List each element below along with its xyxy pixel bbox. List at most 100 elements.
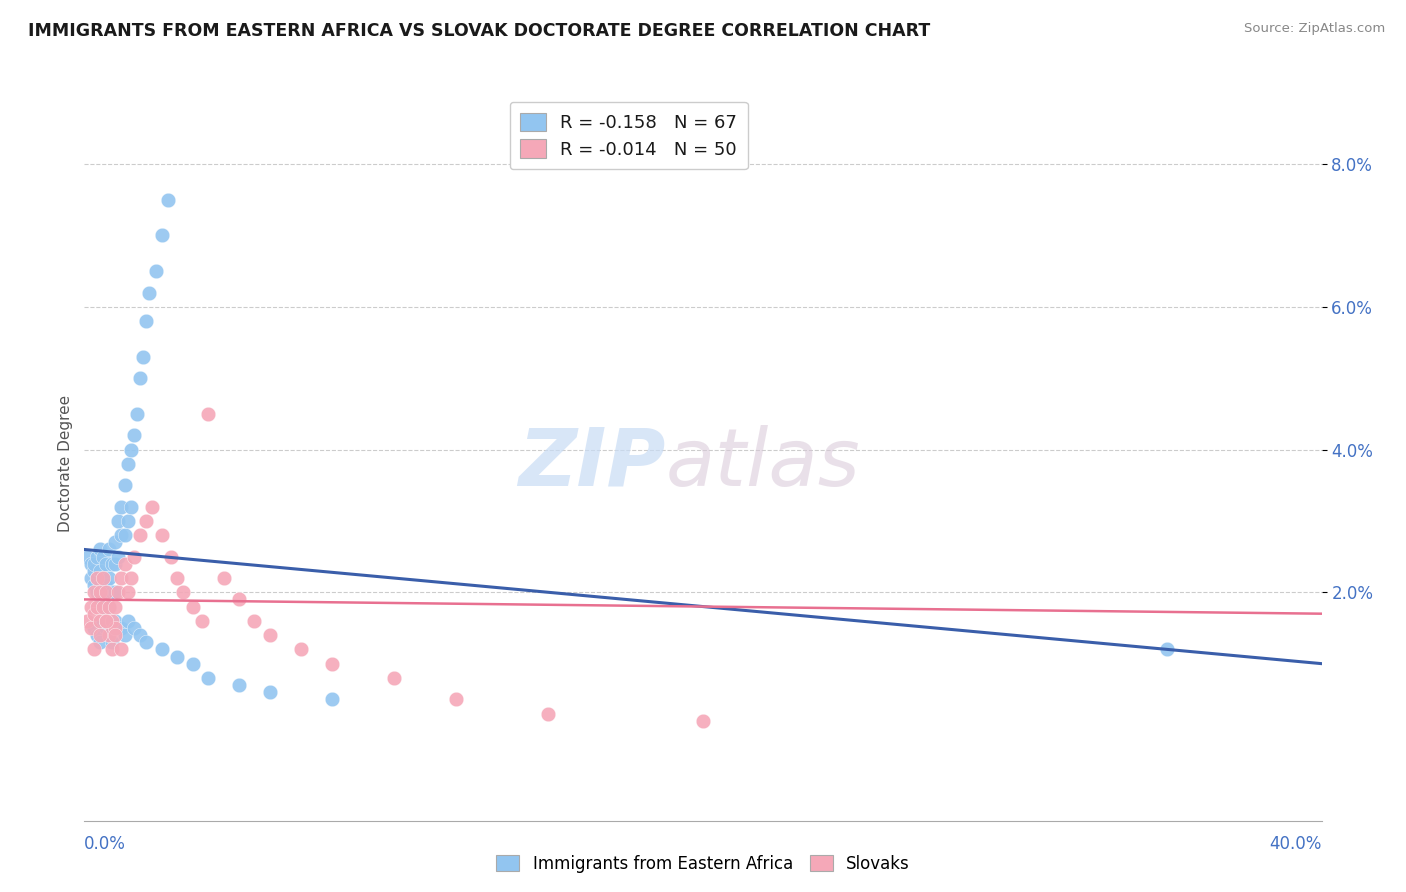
Point — [86, 571, 108, 585]
Point — [117, 614, 139, 628]
Point — [83, 621, 105, 635]
Point — [110, 528, 132, 542]
Point — [101, 635, 124, 649]
Point — [141, 500, 163, 514]
Point — [94, 614, 117, 628]
Point — [91, 614, 114, 628]
Point — [86, 628, 108, 642]
Point — [89, 614, 111, 628]
Point — [150, 528, 173, 542]
Legend: R = -0.158   N = 67, R = -0.014   N = 50: R = -0.158 N = 67, R = -0.014 N = 50 — [509, 102, 748, 169]
Point — [79, 599, 101, 614]
Point — [89, 585, 111, 599]
Point — [129, 528, 152, 542]
Text: atlas: atlas — [666, 425, 860, 503]
Point — [107, 514, 129, 528]
Point — [89, 592, 111, 607]
Point — [537, 706, 560, 721]
Point — [83, 557, 105, 571]
Point — [83, 585, 105, 599]
Point — [104, 614, 127, 628]
Point — [114, 557, 136, 571]
Point — [197, 671, 219, 685]
Point — [382, 671, 405, 685]
Legend: Immigrants from Eastern Africa, Slovaks: Immigrants from Eastern Africa, Slovaks — [489, 848, 917, 880]
Point — [132, 350, 155, 364]
Point — [76, 614, 98, 628]
Text: ZIP: ZIP — [519, 425, 666, 503]
Point — [101, 642, 124, 657]
Point — [117, 457, 139, 471]
Point — [122, 428, 145, 442]
Point — [191, 614, 214, 628]
Point — [104, 628, 127, 642]
Point — [122, 621, 145, 635]
Point — [98, 628, 121, 642]
Text: 0.0%: 0.0% — [84, 835, 127, 853]
Point — [76, 549, 98, 564]
Point — [243, 614, 266, 628]
Point — [114, 628, 136, 642]
Point — [135, 514, 157, 528]
Point — [107, 585, 129, 599]
Text: 40.0%: 40.0% — [1270, 835, 1322, 853]
Point — [135, 635, 157, 649]
Point — [94, 614, 117, 628]
Point — [104, 585, 127, 599]
Point — [160, 549, 183, 564]
Point — [94, 585, 117, 599]
Point — [321, 657, 343, 671]
Point — [129, 371, 152, 385]
Point — [104, 535, 127, 549]
Point — [98, 571, 121, 585]
Text: Source: ZipAtlas.com: Source: ZipAtlas.com — [1244, 22, 1385, 36]
Point — [110, 500, 132, 514]
Point — [86, 599, 108, 614]
Point — [101, 614, 124, 628]
Point — [138, 285, 160, 300]
Point — [86, 549, 108, 564]
Point — [86, 585, 108, 599]
Point — [122, 549, 145, 564]
Point — [91, 571, 114, 585]
Point — [83, 578, 105, 592]
Point — [114, 528, 136, 542]
Point — [228, 592, 250, 607]
Point — [89, 542, 111, 557]
Point — [107, 549, 129, 564]
Point — [91, 571, 114, 585]
Point — [117, 585, 139, 599]
Point — [83, 607, 105, 621]
Point — [166, 649, 188, 664]
Point — [125, 407, 148, 421]
Point — [145, 264, 167, 278]
Point — [135, 314, 157, 328]
Point — [91, 549, 114, 564]
Point — [89, 628, 111, 642]
Point — [110, 571, 132, 585]
Y-axis label: Doctorate Degree: Doctorate Degree — [58, 395, 73, 533]
Point — [228, 678, 250, 692]
Point — [444, 692, 467, 706]
Point — [98, 542, 121, 557]
Point — [79, 557, 101, 571]
Point — [110, 642, 132, 657]
Point — [94, 621, 117, 635]
Point — [83, 564, 105, 578]
Point — [83, 642, 105, 657]
Point — [150, 228, 173, 243]
Point — [117, 514, 139, 528]
Point — [94, 578, 117, 592]
Point — [89, 578, 111, 592]
Point — [259, 685, 281, 699]
Point — [79, 621, 101, 635]
Point — [212, 571, 235, 585]
Point — [79, 571, 101, 585]
Point — [98, 599, 121, 614]
Point — [321, 692, 343, 706]
Point — [94, 557, 117, 571]
Point — [104, 599, 127, 614]
Point — [98, 628, 121, 642]
Point — [101, 557, 124, 571]
Point — [89, 635, 111, 649]
